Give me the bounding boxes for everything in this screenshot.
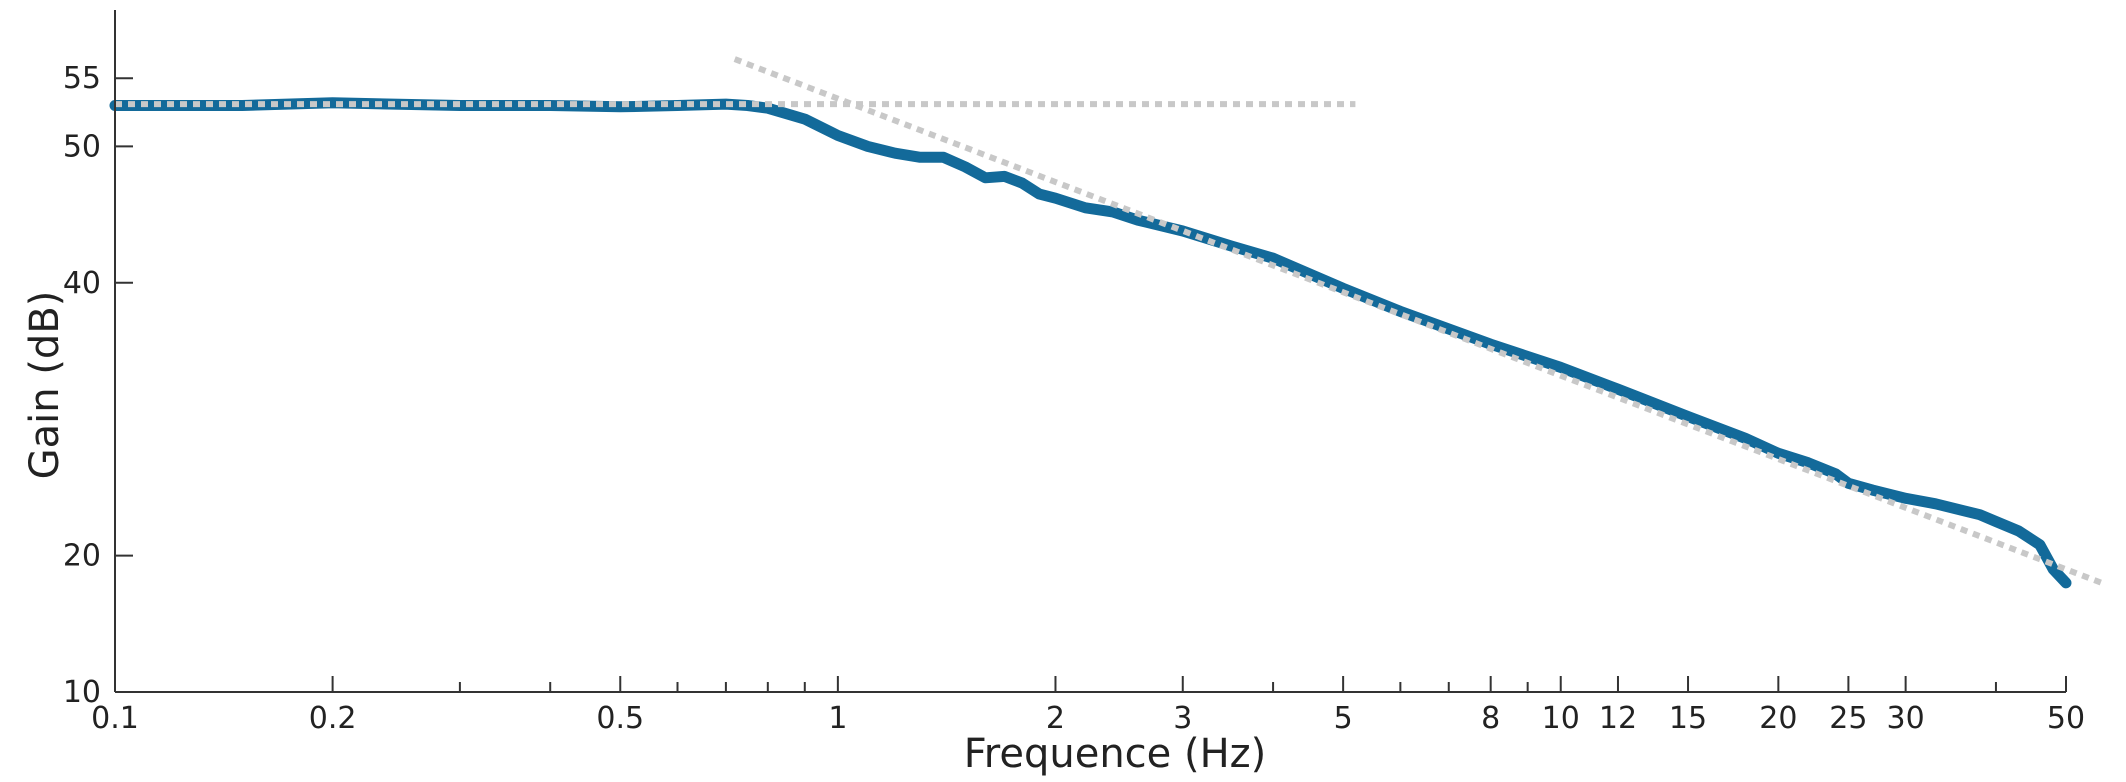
asymptote-line-2: [733, 56, 2103, 586]
y-tick-label: 40: [63, 266, 101, 301]
gain-curve: [109, 97, 2072, 589]
x-tick-label: 12: [1599, 701, 1637, 736]
x-tick-label: 1: [828, 701, 847, 736]
x-tick-label: 50: [2047, 701, 2085, 736]
y-tick-label: 55: [63, 61, 101, 96]
x-tick-label: 25: [1829, 701, 1867, 736]
x-tick-label: 10: [1542, 701, 1580, 736]
x-tick-label: 0.1: [91, 701, 139, 736]
y-axis-ticks: 10 20 40 50 55: [63, 61, 133, 710]
x-tick-label: 15: [1669, 701, 1707, 736]
x-tick-label: 0.5: [596, 701, 644, 736]
x-tick-label: 30: [1887, 701, 1925, 736]
x-tick-label: 20: [1759, 701, 1797, 736]
series-layer: [109, 56, 2103, 589]
x-axis-title: Frequence (Hz): [964, 731, 1267, 777]
x-tick-label: 5: [1334, 701, 1353, 736]
y-tick-label: 50: [63, 129, 101, 164]
x-tick-label: 2: [1046, 701, 1065, 736]
x-tick-label: 3: [1173, 701, 1192, 736]
x-axis-ticks: 0.1 0.2 0.5 1 2 3 5 8 10 12 15 20 25 30 50: [91, 676, 2085, 736]
x-tick-label: 8: [1481, 701, 1500, 736]
x-tick-label: 0.2: [309, 701, 357, 736]
y-tick-label: 10: [63, 675, 101, 710]
y-tick-label: 20: [63, 539, 101, 574]
y-axis-title: Gain (dB): [22, 291, 68, 480]
